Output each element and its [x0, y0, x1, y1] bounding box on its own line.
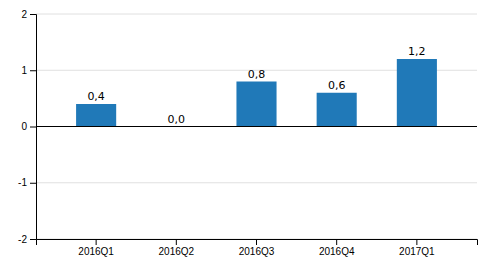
bar — [317, 93, 357, 127]
x-tick-label: 2017Q1 — [399, 246, 435, 257]
bar — [397, 59, 437, 127]
x-tick-label: 2016Q2 — [159, 246, 195, 257]
y-tick: 1 — [21, 65, 36, 76]
x-tick-mark — [416, 239, 417, 245]
bars — [76, 59, 437, 127]
y-tick-label: 0 — [21, 121, 27, 132]
y-tick: 2 — [21, 9, 36, 20]
x-tick-mark — [96, 239, 97, 245]
data-label: 0,8 — [248, 68, 266, 81]
x-tick-mark — [336, 239, 337, 245]
data-labels: 0,4 0,0 0,8 0,6 1,2 — [87, 45, 425, 126]
y-axis-line — [30, 15, 37, 240]
x-tick: 2016Q3 — [239, 239, 275, 257]
y-tick-mark — [30, 239, 36, 240]
y-tick: 0 — [21, 121, 36, 132]
x-tick: 2017Q1 — [399, 239, 435, 257]
data-label: 0,4 — [87, 90, 105, 103]
x-tick-label: 2016Q1 — [78, 246, 114, 257]
x-tick-label: 2016Q3 — [239, 246, 275, 257]
bar — [236, 82, 276, 127]
x-tick: 2016Q4 — [319, 239, 355, 257]
x-tick-mark — [256, 239, 257, 245]
bar — [76, 104, 116, 127]
grid-line — [36, 126, 477, 127]
y-axis: -2 -1 0 1 2 — [18, 9, 36, 245]
data-label: 0,6 — [328, 79, 346, 92]
data-label: 0,0 — [168, 113, 186, 126]
y-tick-label: 2 — [21, 9, 27, 20]
grid-line — [36, 14, 477, 15]
x-tick: 2016Q1 — [78, 239, 114, 257]
plot: -2 -1 0 1 2 2016Q1 2016Q2 2016Q3 2016Q4 2017Q1 0,4… — [18, 9, 477, 257]
x-tick-mark — [176, 239, 177, 245]
grid — [36, 14, 477, 239]
x-axis: 2016Q1 2016Q2 2016Q3 2016Q4 2017Q1 — [37, 239, 478, 257]
y-tick-label: -2 — [18, 234, 27, 245]
grid-line — [36, 182, 477, 183]
x-tick-label: 2016Q4 — [319, 246, 355, 257]
y-tick-mark — [30, 14, 36, 15]
x-axis-line — [37, 240, 478, 246]
y-tick-mark — [30, 70, 36, 71]
y-tick-mark — [30, 127, 36, 128]
baseline — [36, 126, 477, 127]
y-tick-mark — [30, 183, 36, 184]
y-tick-label: -1 — [18, 177, 27, 188]
y-tick: -1 — [18, 177, 36, 188]
y-tick: -2 — [18, 234, 36, 245]
chart: -2 -1 0 1 2 2016Q1 2016Q2 2016Q3 2016Q4 2017Q1 0,4… — [0, 0, 491, 265]
x-tick: 2016Q2 — [159, 239, 195, 257]
data-label: 1,2 — [408, 45, 426, 58]
y-tick-label: 1 — [21, 65, 27, 76]
